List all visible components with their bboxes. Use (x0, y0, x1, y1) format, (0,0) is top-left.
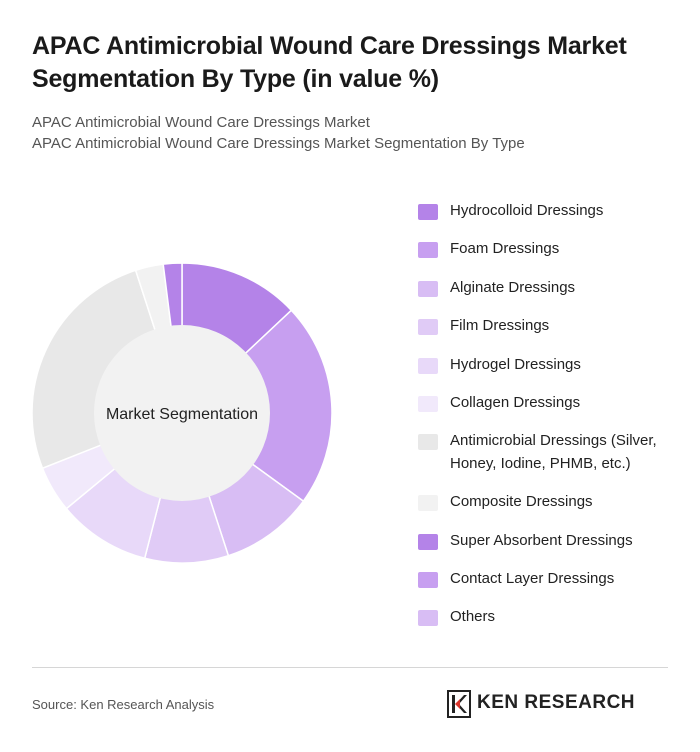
legend-swatch (418, 396, 438, 412)
legend-swatch (418, 572, 438, 588)
legend-label: Super Absorbent Dressings (450, 532, 633, 549)
source-note: Source: Ken Research Analysis (32, 697, 215, 712)
ken-research-logo-text: KEN RESEARCH (477, 692, 636, 713)
chart-subtitle-segmentation: APAC Antimicrobial Wound Care Dressings … (32, 135, 525, 152)
legend-label: Composite Dressings (450, 493, 593, 510)
donut-center (94, 325, 270, 501)
legend-label: Hydrocolloid Dressings (450, 202, 604, 219)
legend-label: Others (450, 608, 496, 625)
legend-swatch (418, 358, 438, 374)
legend-swatch (418, 242, 438, 258)
legend-label: Contact Layer Dressings (450, 570, 615, 587)
legend-swatch (418, 610, 438, 626)
legend-label: Foam Dressings (450, 240, 560, 257)
ken-research-logo-icon (447, 690, 471, 718)
legend-swatch (418, 495, 438, 511)
legend-swatch (418, 434, 438, 450)
legend-label: Film Dressings (450, 317, 550, 334)
legend-label: Collagen Dressings (450, 394, 581, 411)
footer-divider (32, 667, 668, 668)
ken-research-logo: KEN RESEARCH (447, 690, 671, 718)
legend-label: Antimicrobial Dressings (Silver, Honey, … (450, 432, 657, 472)
legend-swatch (418, 534, 438, 550)
legend-swatch (418, 319, 438, 335)
chart-title: APAC Antimicrobial Wound Care Dressings … (32, 32, 627, 93)
legend-swatch (418, 204, 438, 220)
chart-subtitle-market: APAC Antimicrobial Wound Care Dressings … (32, 114, 370, 131)
donut-center-label: Market Segmentation (106, 406, 258, 423)
legend-label: Hydrogel Dressings (450, 356, 581, 373)
legend-swatch (418, 281, 438, 297)
legend-label: Alginate Dressings (450, 279, 576, 296)
